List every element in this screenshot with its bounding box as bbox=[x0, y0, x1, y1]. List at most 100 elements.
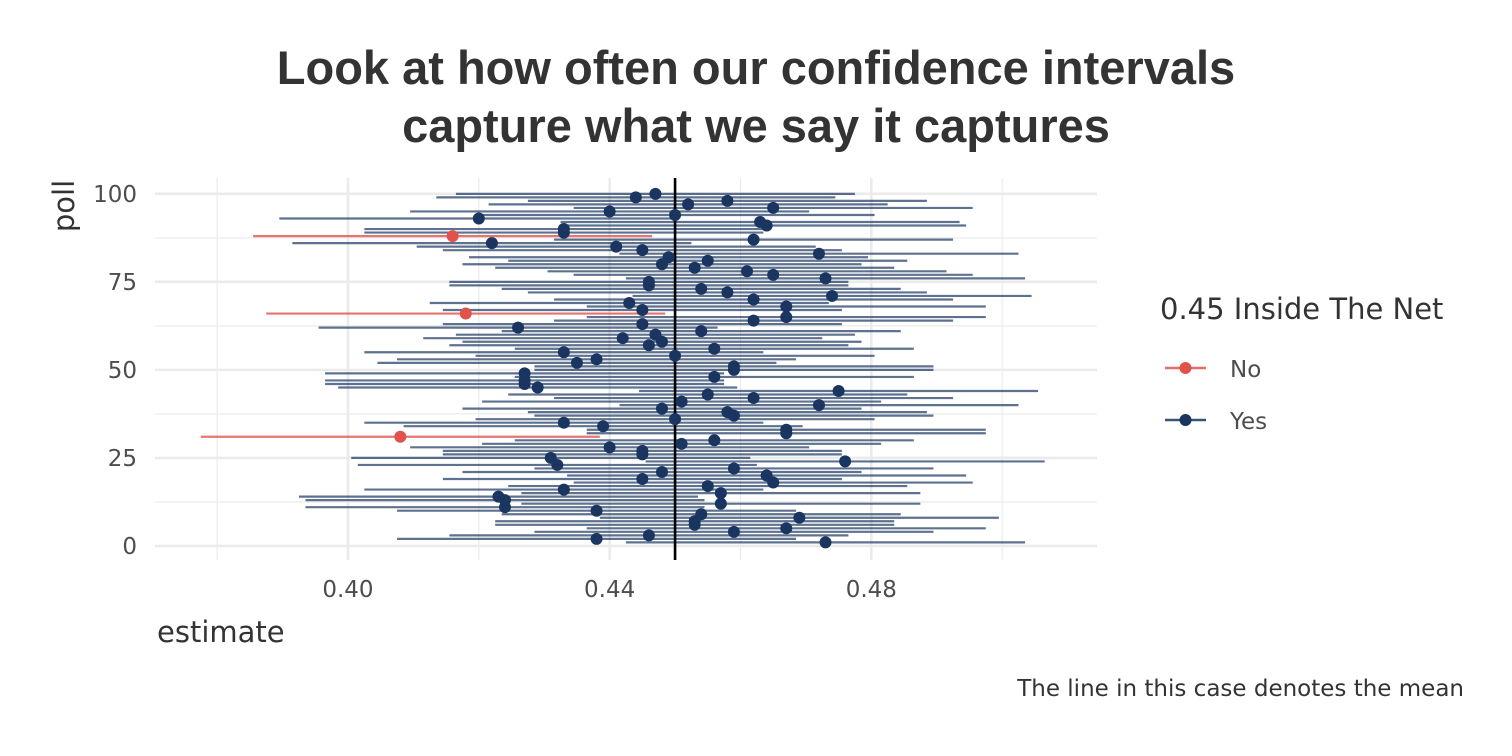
estimate-point bbox=[590, 504, 603, 517]
estimate-point bbox=[459, 307, 472, 320]
estimate-point bbox=[754, 216, 767, 229]
estimate-point bbox=[682, 198, 695, 211]
estimate-point bbox=[597, 420, 610, 433]
estimate-point bbox=[727, 360, 740, 373]
estimate-point bbox=[570, 356, 583, 369]
estimate-point bbox=[446, 230, 459, 243]
estimate-point bbox=[760, 469, 773, 482]
grid bbox=[155, 178, 1097, 560]
estimate-point bbox=[518, 367, 531, 380]
estimate-point bbox=[636, 444, 649, 457]
estimate-point bbox=[649, 328, 662, 341]
chart-title-line-1: Look at how often our confidence interva… bbox=[276, 41, 1236, 94]
estimate-point bbox=[780, 522, 793, 535]
estimate-point bbox=[557, 416, 570, 429]
estimate-point bbox=[557, 223, 570, 236]
estimate-point bbox=[669, 413, 682, 426]
estimate-point bbox=[472, 212, 485, 225]
legend-item-yes: Yes bbox=[1165, 409, 1267, 435]
y-tick-label: 25 bbox=[108, 446, 137, 472]
estimate-point bbox=[819, 272, 832, 285]
legend-item-no: No bbox=[1165, 357, 1261, 383]
estimate-point bbox=[714, 497, 727, 510]
y-tick-label: 100 bbox=[93, 182, 137, 208]
estimate-point bbox=[708, 342, 721, 355]
estimate-point bbox=[701, 480, 714, 493]
y-tick-label: 75 bbox=[108, 270, 137, 296]
estimate-point bbox=[714, 487, 727, 500]
estimate-point bbox=[603, 441, 616, 454]
estimate-point bbox=[695, 325, 708, 338]
estimate-point bbox=[741, 265, 754, 278]
estimate-point bbox=[780, 311, 793, 324]
x-tick-label: 0.40 bbox=[322, 577, 373, 603]
y-tick-label: 50 bbox=[108, 358, 137, 384]
estimate-point bbox=[669, 349, 682, 362]
estimate-point bbox=[839, 455, 852, 468]
estimate-point bbox=[780, 300, 793, 313]
legend-item-label: Yes bbox=[1229, 409, 1267, 435]
estimate-point bbox=[826, 289, 839, 302]
chart-title-line-2: capture what we say it captures bbox=[402, 99, 1110, 152]
estimate-point bbox=[780, 423, 793, 436]
estimate-point bbox=[629, 191, 642, 204]
estimate-point bbox=[747, 293, 760, 306]
estimate-point bbox=[603, 205, 616, 218]
estimate-point bbox=[636, 304, 649, 317]
estimate-point bbox=[721, 286, 734, 299]
estimate-point bbox=[708, 370, 721, 383]
estimate-point bbox=[512, 321, 525, 334]
estimate-point bbox=[485, 237, 498, 250]
estimate-point bbox=[747, 314, 760, 327]
estimate-point bbox=[721, 406, 734, 419]
estimate-point bbox=[636, 473, 649, 486]
chart-caption: The line in this case denotes the mean bbox=[1017, 676, 1464, 702]
estimate-point bbox=[812, 247, 825, 260]
estimate-point bbox=[747, 233, 760, 246]
estimate-point bbox=[642, 339, 655, 352]
estimate-points bbox=[394, 187, 852, 549]
estimate-point bbox=[819, 536, 832, 549]
axis-ticks: 0.40 0.44 0.48 0 25 50 75 100 bbox=[93, 182, 897, 603]
legend-key-point bbox=[1179, 414, 1192, 426]
estimate-point bbox=[675, 395, 688, 408]
legend-key-point bbox=[1179, 362, 1192, 374]
estimate-point bbox=[727, 462, 740, 475]
legend-title: 0.45 Inside The Net bbox=[1160, 292, 1443, 326]
estimate-point bbox=[557, 346, 570, 359]
estimate-point bbox=[727, 525, 740, 538]
estimate-point bbox=[557, 483, 570, 496]
estimate-point bbox=[636, 318, 649, 331]
legend: 0.45 Inside The Net No Yes bbox=[1160, 292, 1443, 435]
estimate-point bbox=[695, 508, 708, 521]
estimate-point bbox=[610, 240, 623, 253]
estimate-point bbox=[767, 268, 780, 281]
estimate-point bbox=[655, 402, 668, 415]
estimate-point bbox=[616, 332, 629, 345]
x-tick-label: 0.48 bbox=[846, 577, 897, 603]
estimate-point bbox=[721, 194, 734, 207]
x-axis-label: estimate bbox=[157, 615, 285, 649]
estimate-point bbox=[793, 511, 806, 524]
estimate-point bbox=[642, 529, 655, 542]
x-tick-label: 0.44 bbox=[584, 577, 635, 603]
estimate-point bbox=[695, 282, 708, 295]
estimate-point bbox=[492, 490, 505, 503]
estimate-point bbox=[708, 434, 721, 447]
estimate-point bbox=[675, 437, 688, 450]
estimate-point bbox=[812, 399, 825, 412]
confidence-intervals bbox=[200, 192, 1045, 544]
estimate-point bbox=[590, 353, 603, 366]
estimate-point bbox=[531, 381, 544, 394]
estimate-point bbox=[642, 275, 655, 288]
y-axis-label: poll bbox=[47, 180, 81, 232]
estimate-point bbox=[623, 296, 636, 309]
estimate-point bbox=[544, 451, 557, 464]
estimate-point bbox=[832, 385, 845, 398]
legend-item-label: No bbox=[1230, 357, 1261, 383]
estimate-point bbox=[394, 430, 407, 443]
estimate-point bbox=[636, 244, 649, 257]
estimate-point bbox=[655, 465, 668, 478]
estimate-point bbox=[669, 208, 682, 221]
